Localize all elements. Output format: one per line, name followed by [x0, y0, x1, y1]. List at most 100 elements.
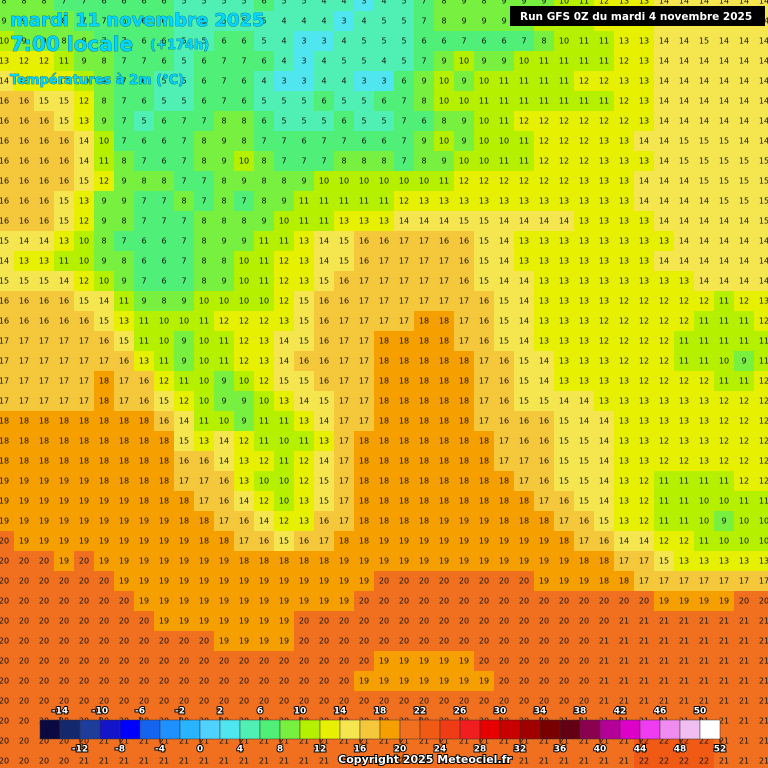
temp-value: 11 [279, 457, 289, 466]
temp-cell [414, 71, 435, 92]
temp-value: 20 [759, 597, 768, 606]
temp-value: 15 [699, 177, 709, 186]
temp-cell [534, 471, 555, 492]
temp-cell [74, 351, 95, 372]
temp-value: 19 [179, 597, 189, 606]
temp-value: 19 [719, 597, 729, 606]
temp-cell [354, 0, 375, 12]
temp-value: 13 [619, 0, 629, 6]
temp-value: 14 [659, 57, 669, 66]
temp-value: 14 [679, 177, 689, 186]
temp-value: 16 [19, 157, 29, 166]
temp-value: 7 [141, 277, 146, 286]
temp-cell [634, 331, 655, 352]
temp-cell [494, 351, 515, 372]
temp-value: 13 [659, 277, 669, 286]
temp-cell [454, 451, 475, 472]
temp-value: 8 [141, 177, 146, 186]
temp-value: 17 [379, 317, 389, 326]
temp-value: 3 [321, 37, 326, 46]
temp-cell [0, 351, 15, 372]
temp-value: 13 [619, 477, 629, 486]
temp-value: 12 [19, 57, 29, 66]
temp-cell [134, 71, 155, 92]
temp-cell [114, 351, 135, 372]
temp-value: 21 [739, 677, 749, 686]
temp-cell [454, 431, 475, 452]
temp-cell [474, 451, 495, 472]
temp-value: 17 [419, 277, 429, 286]
temp-value: 21 [699, 637, 709, 646]
temp-value: 19 [99, 497, 109, 506]
temp-value: 13 [559, 337, 569, 346]
temp-value: 16 [239, 517, 249, 526]
temp-value: 15 [99, 317, 109, 326]
temp-value: 18 [499, 517, 509, 526]
temp-value: 17 [99, 357, 109, 366]
temp-value: 6 [381, 137, 386, 146]
temp-cell [514, 51, 535, 72]
temp-value: 14 [19, 237, 29, 246]
temp-value: 13 [579, 217, 589, 226]
temp-value: 16 [539, 457, 549, 466]
temp-value: 16 [219, 477, 229, 486]
temp-value: 21 [119, 757, 129, 766]
temp-value: 21 [719, 657, 729, 666]
legend-swatch [59, 719, 81, 740]
temp-cell [194, 471, 215, 492]
temp-value: 19 [159, 577, 169, 586]
temp-value: 17 [419, 297, 429, 306]
temp-cell [14, 211, 35, 232]
temp-cell [254, 391, 275, 412]
temp-value: 16 [339, 297, 349, 306]
temp-value: 18 [459, 357, 469, 366]
temp-cell [634, 471, 655, 492]
temp-value: 21 [759, 657, 768, 666]
temp-value: 4 [381, 0, 386, 6]
temp-cell [474, 271, 495, 292]
temp-value: 6 [301, 137, 306, 146]
temp-value: 6 [261, 57, 266, 66]
temp-value: 5 [201, 0, 206, 6]
temp-value: 14 [659, 77, 669, 86]
temp-value: 17 [39, 397, 49, 406]
legend-swatch [319, 719, 341, 740]
temp-cell [614, 51, 635, 72]
temp-value: 20 [99, 617, 109, 626]
temp-value: 18 [259, 557, 269, 566]
temp-value: 20 [499, 657, 509, 666]
temp-value: 5 [361, 37, 366, 46]
legend-swatch [519, 719, 541, 740]
temp-cell [554, 451, 575, 472]
temp-value: 9 [1, 17, 6, 26]
temp-value: 5 [301, 0, 306, 6]
temp-cell [174, 91, 195, 112]
temp-value: 19 [59, 477, 69, 486]
legend-label: 2 [217, 707, 223, 717]
temp-cell [234, 171, 255, 192]
temp-value: 14 [319, 417, 329, 426]
temp-cell [74, 71, 95, 92]
temp-value: 19 [79, 477, 89, 486]
temp-value: 14 [499, 237, 509, 246]
temp-value: 18 [539, 517, 549, 526]
temp-cell [534, 391, 555, 412]
temp-cell [194, 371, 215, 392]
temp-value: 14 [559, 397, 569, 406]
temp-value: 10 [199, 357, 209, 366]
temp-cell [474, 231, 495, 252]
temp-cell [634, 451, 655, 472]
temp-value: 20 [439, 697, 449, 706]
temp-cell [354, 371, 375, 392]
temp-cell [334, 191, 355, 212]
temp-cell [394, 151, 415, 172]
temp-cell [594, 131, 615, 152]
temp-value: 19 [699, 597, 709, 606]
temp-cell [614, 451, 635, 472]
temp-value: 13 [739, 557, 749, 566]
temp-cell [294, 351, 315, 372]
temp-value: 20 [39, 557, 49, 566]
temp-cell [594, 351, 615, 372]
temp-value: 21 [679, 617, 689, 626]
temp-cell [574, 71, 595, 92]
